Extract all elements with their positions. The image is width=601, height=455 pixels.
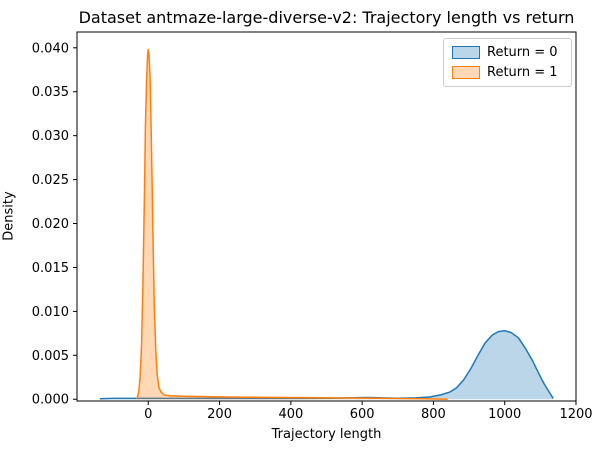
x-tick-label: 600 [350,407,375,422]
y-tick-label: 0.015 [32,261,69,276]
x-axis-label: Trajectory length [271,427,382,442]
x-tick-label: 1000 [488,407,521,422]
y-tick-label: 0.030 [32,129,69,144]
legend-label-return-0: Return = 0 [487,45,558,61]
legend-entry-return-0: Return = 0 [452,45,563,60]
legend-patch-return-0 [452,46,480,60]
y-tick-label: 0.025 [32,173,69,188]
legend-patch-return-1 [452,65,480,79]
kde-curve-return-1 [136,48,448,400]
axes-frame [76,31,577,402]
x-tick-label: 400 [278,407,303,422]
y-tick-label: 0.010 [32,305,69,320]
chart-title: Dataset antmaze-large-diverse-v2: Trajec… [78,8,575,27]
y-tick-label: 0.040 [32,41,69,56]
y-tick-label: 0.035 [32,85,69,100]
kde-fill-return-1 [136,49,448,400]
x-tick-label: 1200 [559,407,592,422]
legend: Return = 0 Return = 1 [443,38,572,87]
y-tick-label: 0.020 [32,217,69,232]
y-tick-label: 0.005 [32,349,69,364]
legend-entry-return-1: Return = 1 [452,65,563,80]
x-tick-label: 800 [421,407,446,422]
x-tick-label: 0 [144,407,152,422]
x-tick-label: 200 [207,407,232,422]
kde-fill-return-0 [99,330,554,400]
legend-label-return-1: Return = 1 [487,64,558,80]
y-axis-label: Density [1,191,17,241]
y-tick-label: 0.000 [32,393,69,408]
